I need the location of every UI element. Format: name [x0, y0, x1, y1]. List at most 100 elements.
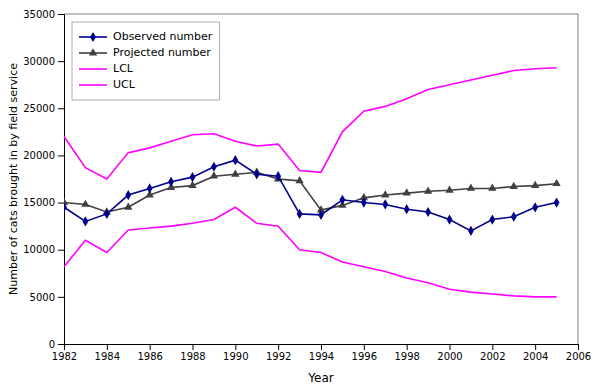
tick-mark [58, 155, 64, 156]
tick: 30000 [23, 56, 64, 67]
legend-marker [89, 48, 97, 55]
tick-label: 2004 [523, 351, 548, 362]
marker [382, 199, 388, 209]
marker [531, 181, 539, 188]
tick-label: 35000 [23, 9, 55, 20]
tick: 2006 [566, 344, 591, 362]
tick-mark [58, 203, 64, 204]
tick-mark [535, 344, 536, 350]
chart: 1982 1984 1986 1988 1990 1992 1994 1996 1998 2000… [0, 0, 600, 390]
legend-swatch [79, 68, 107, 70]
legend-box [72, 22, 219, 100]
legend-label: Observed number [113, 30, 213, 43]
tick-mark [578, 344, 579, 350]
tick-mark [321, 344, 322, 350]
marker [275, 171, 281, 181]
marker [404, 204, 410, 214]
tick: 1994 [309, 344, 334, 362]
marker [554, 197, 560, 207]
marker [339, 195, 345, 205]
tick: 1992 [266, 344, 291, 362]
tick: 35000 [23, 9, 64, 20]
marker [64, 202, 67, 212]
marker [361, 197, 367, 207]
axis-line [65, 345, 579, 351]
tick: 1990 [223, 344, 248, 362]
legend-label: LCL [113, 62, 134, 75]
marker [381, 190, 389, 197]
frame-line [578, 14, 579, 344]
data-layer [64, 68, 561, 297]
tick-label: 1990 [223, 351, 248, 362]
tick: 2004 [523, 344, 548, 362]
marker [489, 214, 495, 224]
tick: 15000 [23, 197, 64, 208]
x-axis: 1982 1984 1986 1988 1990 1992 1994 1996 1998 2000… [52, 344, 591, 362]
tick-mark [58, 344, 64, 345]
tick-mark [58, 250, 64, 251]
marker [81, 200, 89, 207]
marker [147, 183, 153, 193]
axis-line [58, 15, 65, 345]
tick: 2000 [437, 344, 462, 362]
tick: 1996 [352, 344, 377, 362]
tick-mark [107, 344, 108, 350]
frame-line [64, 14, 578, 15]
marker [125, 190, 131, 200]
tick: 1988 [180, 344, 205, 362]
legend-item: LCL [79, 62, 134, 75]
marker [552, 179, 560, 186]
x-axis-title: Year [307, 371, 333, 385]
series [64, 168, 561, 215]
tick-label: 5000 [30, 292, 55, 303]
tick: 1986 [137, 344, 162, 362]
marker [190, 172, 196, 182]
tick: 5000 [30, 292, 64, 303]
marker [510, 182, 518, 189]
tick-label: 2000 [437, 351, 462, 362]
tick-label: 10000 [23, 244, 55, 255]
marker [403, 188, 411, 195]
marker [231, 169, 239, 176]
tick-mark [492, 344, 493, 350]
legend-label: UCL [113, 78, 136, 91]
marker [297, 209, 303, 219]
series-line [64, 160, 557, 231]
marker [447, 214, 453, 224]
marker [532, 202, 538, 212]
plot-root: 1982 1984 1986 1988 1990 1992 1994 1996 1998 2000… [23, 9, 591, 362]
tick-mark [364, 344, 365, 350]
marker [488, 184, 496, 191]
marker [295, 176, 303, 183]
marker [424, 186, 432, 193]
tick-mark [450, 344, 451, 350]
tick: 2002 [480, 344, 505, 362]
tick-label: 1996 [352, 351, 377, 362]
legend-swatch [79, 84, 107, 86]
tick: 20000 [23, 150, 64, 161]
legend-item: UCL [79, 78, 136, 91]
marker [168, 177, 174, 187]
tick-mark [235, 344, 236, 350]
legend-label: Projected number [113, 46, 211, 59]
marker [232, 155, 238, 165]
marker [468, 226, 474, 236]
tick-label: 1988 [180, 351, 205, 362]
legend-item: Projected number [79, 46, 211, 59]
tick-label: 1984 [95, 351, 120, 362]
y-axis-title: Number of cats brought in by field servi… [7, 63, 20, 295]
tick-label: 1998 [394, 351, 419, 362]
tick: 25000 [23, 103, 64, 114]
tick-mark [58, 61, 64, 62]
series [64, 155, 560, 236]
marker [104, 209, 110, 219]
marker [211, 162, 217, 172]
marker [467, 184, 475, 191]
marker [425, 207, 431, 217]
tick-mark [150, 344, 151, 350]
tick-label: 20000 [23, 150, 55, 161]
tick-label: 25000 [23, 103, 55, 114]
marker [254, 169, 260, 179]
legend-marker [90, 32, 96, 42]
tick-label: 1982 [52, 351, 77, 362]
